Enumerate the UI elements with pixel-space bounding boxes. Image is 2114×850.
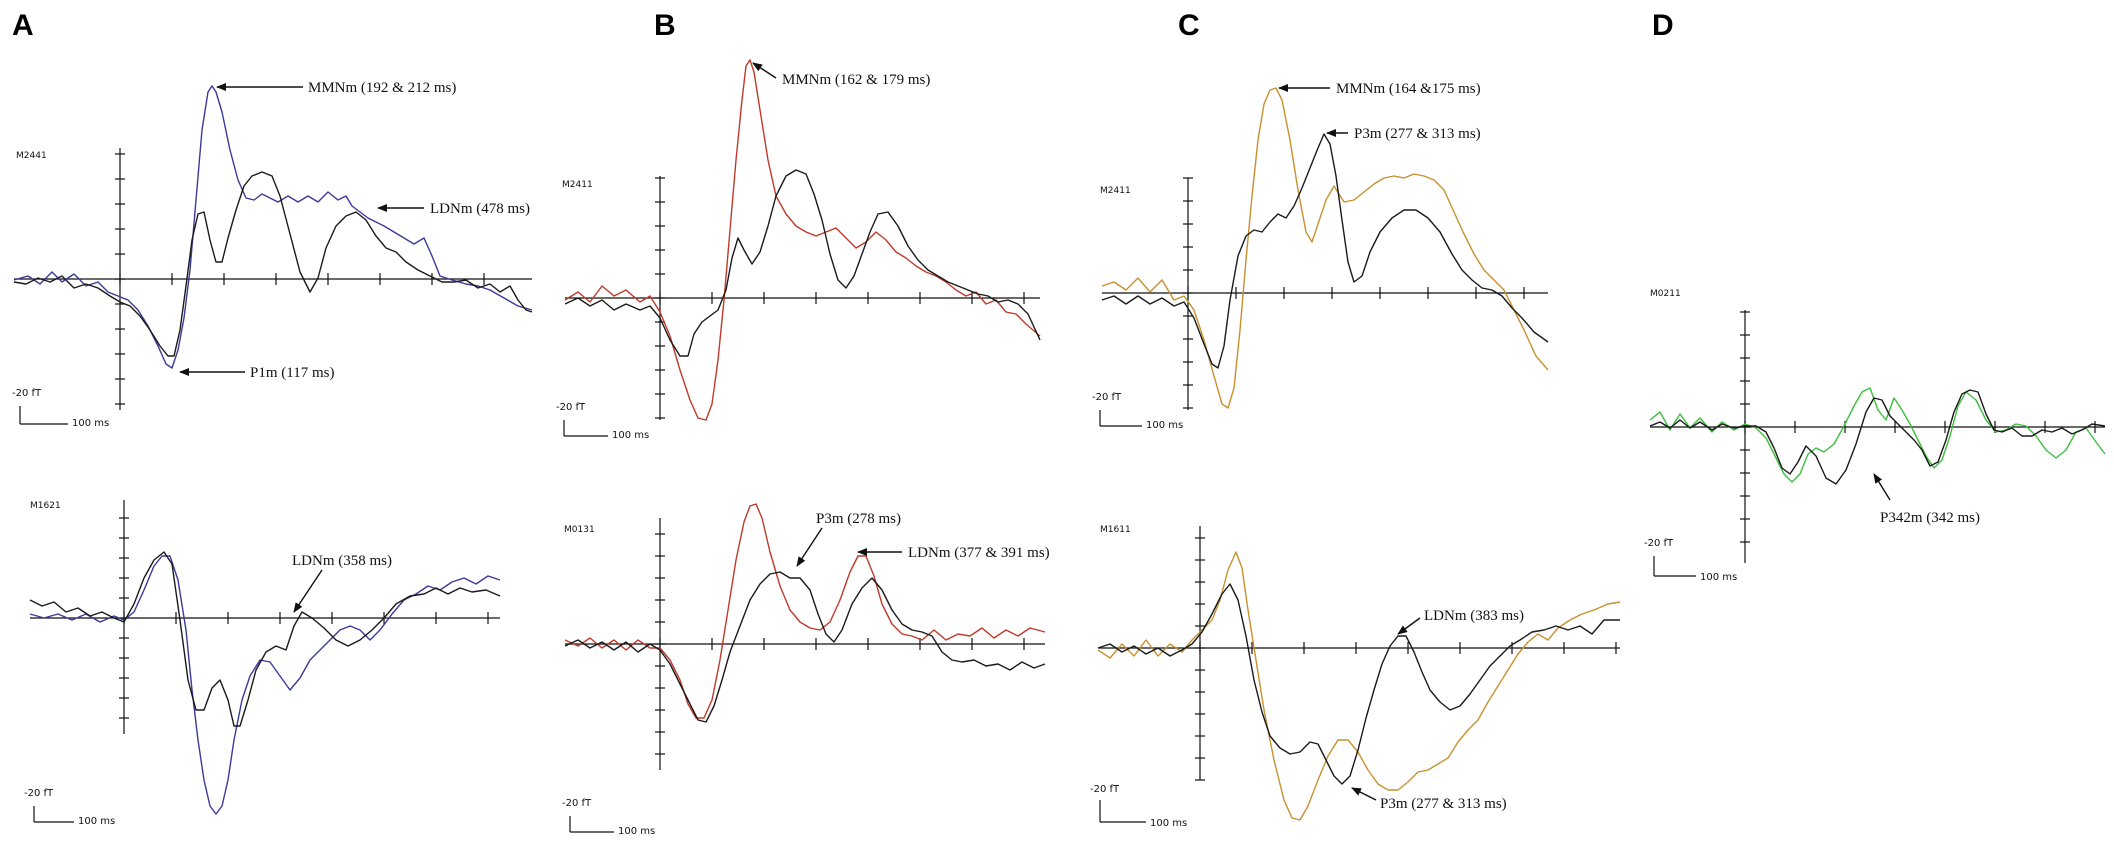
amplitude-label: -20 fT [556, 402, 586, 413]
panel-letter-c: C [1178, 9, 1200, 42]
trace-green [1649, 387, 2106, 483]
trace-orange [1101, 87, 1549, 409]
sensor-label: M1611 [1100, 525, 1131, 535]
panel-letter-a: A [12, 9, 34, 42]
trace-black [1101, 133, 1549, 369]
annotation-ldnm: LDNm (377 & 391 ms) [908, 545, 1050, 561]
trace-red [564, 503, 1046, 719]
scale-bar: -20 fT 100 ms [1090, 784, 1187, 829]
sensor-label: M0131 [564, 525, 595, 535]
annotation-arrow [293, 569, 323, 613]
amplitude-label: -20 fT [1090, 784, 1120, 795]
annotation-ldnm: LDNm (383 ms) [1424, 608, 1524, 624]
amplitude-label: -20 fT [1092, 392, 1122, 403]
trace-orange [1097, 551, 1621, 821]
scale-bar: -20 fT 100 ms [562, 798, 655, 837]
time-label: 100 ms [1146, 420, 1183, 431]
annotation-ldnm: LDNm (478 ms) [430, 201, 530, 217]
sensor-label: M2411 [562, 180, 593, 190]
amplitude-label: -20 fT [1644, 538, 1674, 549]
plot-b-bottom: M0131 P3m (278 ms) LDNm (377 & 391 ms) -… [562, 503, 1050, 837]
amplitude-label: -20 fT [562, 798, 592, 809]
annotation-p1m: P1m (117 ms) [250, 365, 334, 381]
time-label: 100 ms [78, 816, 115, 827]
scale-bar: -20 fT 100 ms [24, 788, 115, 827]
sensor-label: M0211 [1650, 289, 1681, 299]
annotation-p3m: P3m (278 ms) [816, 511, 901, 527]
trace-black [13, 171, 533, 357]
time-label: 100 ms [72, 418, 109, 429]
plot-a-bottom: M1621 LDNm (358 ms) -20 fT 100 ms [24, 500, 501, 827]
trace-blue [13, 85, 533, 369]
annotation-arrow [1351, 787, 1377, 801]
annotation-mmnm: MMNm (192 & 212 ms) [308, 80, 456, 96]
scale-bar: -20 fT 100 ms [12, 388, 109, 429]
trace-black [29, 551, 501, 727]
trace-black [1097, 583, 1620, 785]
amplitude-label: -20 fT [12, 388, 42, 399]
time-label: 100 ms [618, 826, 655, 837]
trace-black [1649, 389, 2106, 485]
scale-bar: -20 fT 100 ms [1644, 538, 1737, 583]
trace-red [564, 59, 1041, 421]
plot-a-top: M2441 MMNm (192 & 212 ms) LDNm (478 ms) … [12, 80, 533, 429]
scale-bar: -20 fT 100 ms [556, 402, 649, 441]
time-label: 100 ms [1700, 572, 1737, 583]
time-label: 100 ms [612, 430, 649, 441]
sensor-label: M2411 [1100, 186, 1131, 196]
time-label: 100 ms [1150, 818, 1187, 829]
amplitude-label: -20 fT [24, 788, 54, 799]
annotation-p3m: P3m (277 & 313 ms) [1380, 796, 1507, 812]
plot-c-top: M2411 MMNm (164 &175 ms) P3m (277 & 313 … [1092, 81, 1549, 431]
sensor-label: M2441 [16, 151, 47, 161]
annotation-arrow [752, 62, 777, 79]
plot-c-bottom: M1611 LDNm (383 ms) P3m (277 & 313 ms) -… [1090, 525, 1621, 829]
annotation-p342m: P342m (342 ms) [1880, 510, 1980, 526]
annotation-arrow [1397, 617, 1421, 635]
panel-letter-b: B [654, 9, 676, 42]
annotation-mmnm: MMNm (162 & 179 ms) [782, 72, 930, 88]
ticks [115, 153, 485, 405]
plot-b-top: M2411 MMNm (162 & 179 ms) -20 fT 100 ms [556, 59, 1041, 441]
annotation-p3m: P3m (277 & 313 ms) [1354, 126, 1481, 142]
trace-black [564, 169, 1041, 357]
panel-letter-d: D [1652, 9, 1674, 42]
annotation-arrow [1873, 473, 1891, 501]
sensor-label: M1621 [30, 501, 61, 511]
annotation-arrow [796, 527, 823, 567]
annotation-ldnm: LDNm (358 ms) [292, 553, 392, 569]
annotation-mmnm: MMNm (164 &175 ms) [1336, 81, 1481, 97]
scale-bar: -20 fT 100 ms [1092, 392, 1183, 431]
trace-black [564, 571, 1046, 723]
plot-d: M0211 P342m (342 ms) -20 fT 100 ms [1644, 289, 2106, 583]
trace-blue [29, 555, 501, 815]
